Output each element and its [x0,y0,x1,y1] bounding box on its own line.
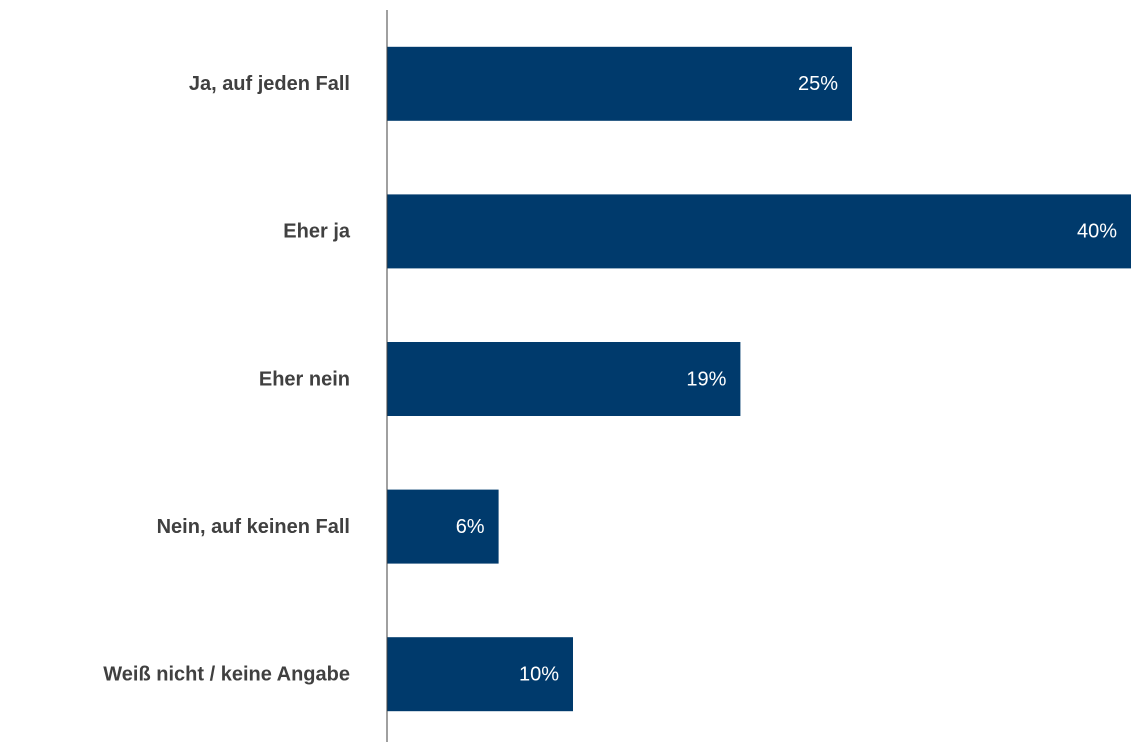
category-label: Weiß nicht / keine Angabe [103,663,350,685]
bar [387,46,852,121]
category-label: Eher nein [259,368,350,390]
value-label: 19% [686,368,726,390]
category-label: Ja, auf jeden Fall [189,73,350,95]
bar [387,489,499,564]
category-label: Eher ja [283,221,351,243]
bar [387,342,741,416]
value-label: 25% [798,73,838,95]
bar [387,637,573,712]
value-label: 40% [1077,221,1117,243]
value-label: 6% [456,516,485,538]
bar [387,194,1131,269]
value-label: 10% [519,663,559,685]
category-label: Nein, auf keinen Fall [157,516,350,538]
